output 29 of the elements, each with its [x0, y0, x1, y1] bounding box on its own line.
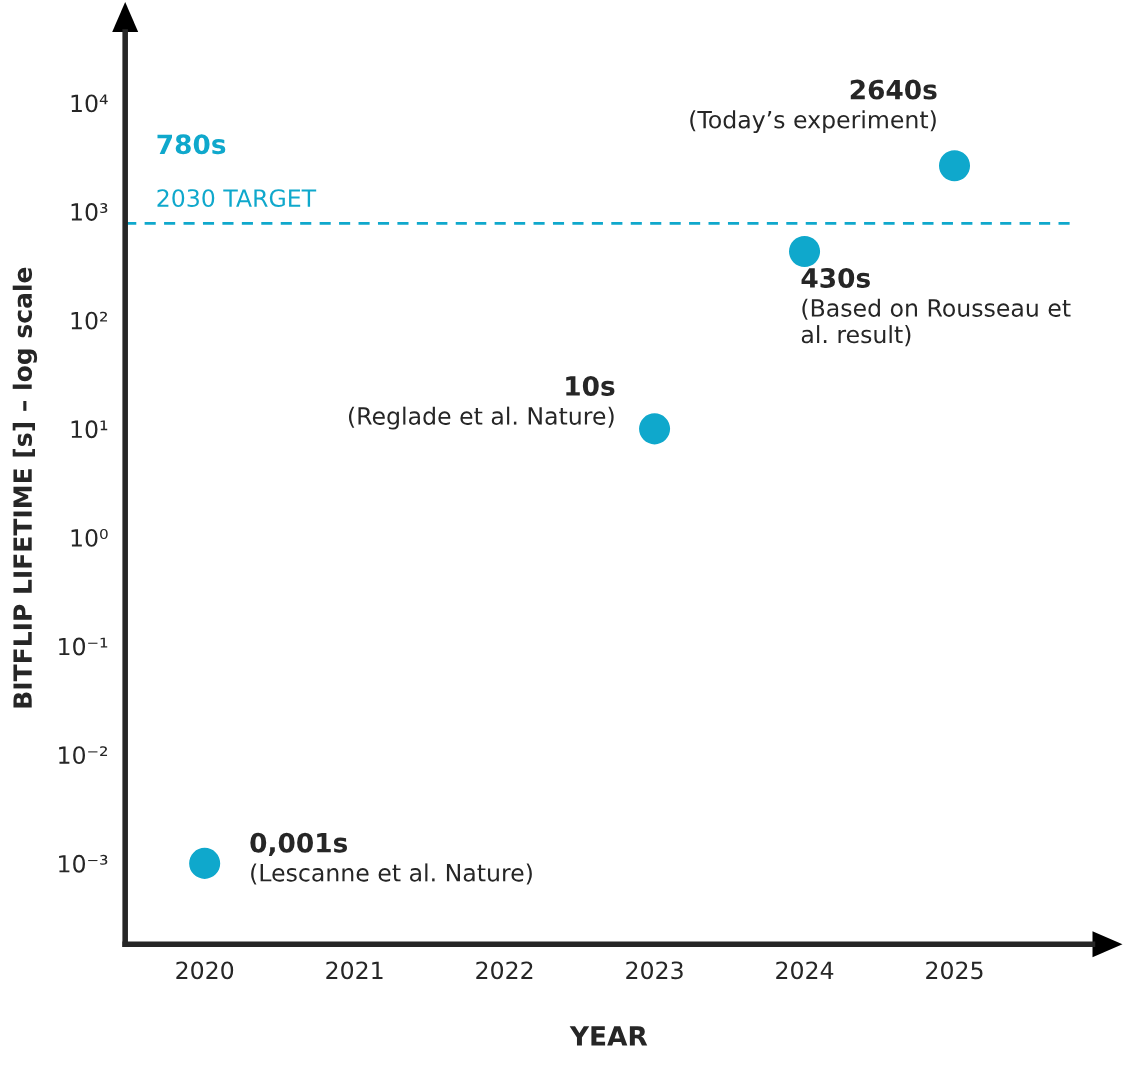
point: [938, 150, 971, 182]
x-tick-label: 2022: [476, 961, 533, 980]
y-tick-label: 10²: [71, 311, 108, 330]
y-tick-label: 10⁰: [71, 528, 108, 547]
annotation: (Reglade et al. Nature): [348, 406, 614, 430]
y-tick-label: 10³: [71, 203, 108, 221]
x-tick-label: 2021: [326, 961, 383, 980]
point: [189, 847, 221, 879]
text: 0,001s: [250, 832, 348, 857]
annotation: (Lescanne et al. Nature): [251, 863, 532, 885]
y-axis-title: BITFLIP LIFETIME [s] – log scale: [12, 267, 38, 708]
y-tick-label: 10¹: [71, 420, 108, 439]
x-tick-label: 2024: [776, 961, 834, 980]
x-tick-label: 2020: [176, 961, 234, 980]
text: 430s: [801, 268, 870, 288]
x-tick-label: 2025: [926, 961, 983, 980]
y-tick-label: 10⁴: [71, 94, 108, 113]
x-tick-label: 2023: [626, 961, 683, 980]
text: 780s 2030 TARGET: [157, 134, 317, 207]
annotation: (Today’s experiment): [690, 110, 936, 134]
y-tick-label: 10⁻²: [59, 746, 108, 765]
point: [789, 235, 821, 267]
annotation: (Based on Rousseau et al. result): [801, 298, 1071, 347]
y-tick-label: 10⁻³: [59, 854, 108, 873]
y-tick-label: 10⁻¹: [59, 637, 108, 656]
text: 2640s: [850, 79, 937, 100]
point: [639, 413, 671, 445]
text: 10s: [566, 376, 615, 396]
x-axis-title: YEAR: [569, 1026, 648, 1046]
